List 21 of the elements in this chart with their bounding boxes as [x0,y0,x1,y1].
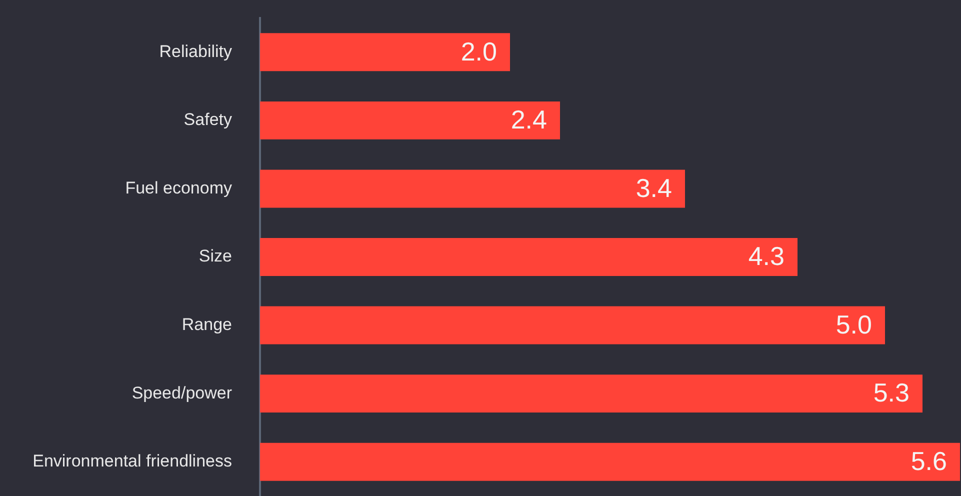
data-label: 5.0 [836,309,872,340]
y-tick-label: Environmental friendliness [32,452,232,471]
data-label: 5.3 [873,378,910,408]
data-label: 5.6 [910,446,947,476]
bar [260,374,922,413]
bar [260,306,885,344]
data-label: 4.3 [748,241,784,272]
bar [260,170,685,208]
y-tick-label: Range [182,314,232,334]
data-label: 2.0 [460,36,497,66]
y-tick-label: Fuel economy [125,178,232,198]
bar [260,238,798,276]
y-tick-label: Speed/power [132,383,232,402]
y-tick-label: Safety [184,110,232,130]
data-label: 3.4 [636,172,672,203]
data-label: 2.4 [510,104,547,135]
bar [260,33,510,72]
y-tick-label: Size [198,246,232,266]
bar [260,101,560,140]
bar [260,442,960,481]
y-tick-label: Reliability [159,42,232,61]
